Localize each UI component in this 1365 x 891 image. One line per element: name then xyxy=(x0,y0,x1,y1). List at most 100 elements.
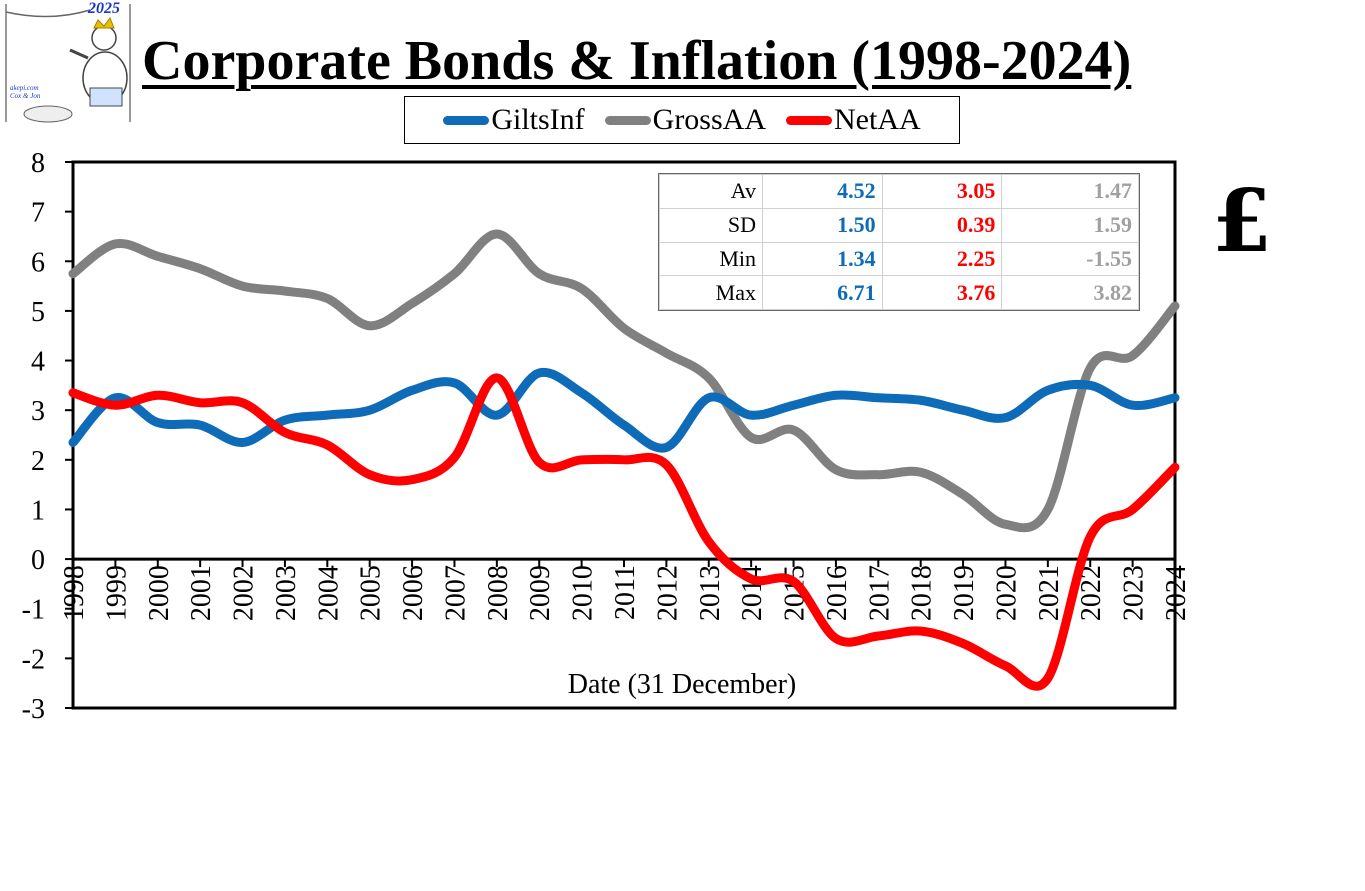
data-point-grossaa xyxy=(920,472,921,473)
data-point-grossaa xyxy=(708,377,709,378)
data-point-netaa xyxy=(920,631,921,632)
stats-giltsinf: 4.52 xyxy=(762,174,883,209)
stats-row-min: Min 1.34 2.25 -1.55 xyxy=(659,241,1139,277)
x-tick-label: 2023 xyxy=(1119,565,1150,621)
data-point-giltsinf xyxy=(200,425,201,426)
stats-giltsinf: 1.50 xyxy=(762,207,883,243)
logo-authors: Cox & Jon xyxy=(10,92,41,100)
data-point-giltsinf xyxy=(73,442,74,443)
y-tick-label: 4 xyxy=(31,347,45,378)
pound-sign-icon: £ xyxy=(1212,171,1272,272)
y-tick-label: 7 xyxy=(31,198,45,229)
data-point-netaa xyxy=(412,479,413,480)
data-point-giltsinf xyxy=(751,415,752,416)
data-point-grossaa xyxy=(327,298,328,299)
data-point-giltsinf xyxy=(708,397,709,398)
data-point-grossaa xyxy=(1132,355,1133,356)
legend-item-grossaa: GrossAA xyxy=(604,103,766,137)
data-point-grossaa xyxy=(666,353,667,354)
data-point-grossaa xyxy=(200,268,201,269)
x-tick-label: 2020 xyxy=(991,565,1022,621)
data-point-grossaa xyxy=(963,494,964,495)
x-tick-label: 2000 xyxy=(144,565,175,621)
x-tick-label: 2010 xyxy=(568,565,599,621)
logo-year: 2025 xyxy=(88,0,120,17)
y-tick-label: 3 xyxy=(31,396,45,427)
x-tick-label: 2005 xyxy=(356,565,387,621)
data-point-grossaa xyxy=(878,474,879,475)
data-point-grossaa xyxy=(1175,305,1176,306)
legend-label-netaa: NetAA xyxy=(834,103,921,136)
x-tick-label: 2006 xyxy=(398,565,429,621)
data-point-netaa xyxy=(539,462,540,463)
data-point-giltsinf xyxy=(581,392,582,393)
data-point-netaa xyxy=(793,581,794,582)
y-tick-label: 5 xyxy=(31,297,45,328)
data-point-grossaa xyxy=(624,328,625,329)
data-point-netaa xyxy=(624,459,625,460)
data-point-netaa xyxy=(1005,665,1006,666)
data-point-giltsinf xyxy=(284,420,285,421)
data-point-grossaa xyxy=(412,303,413,304)
data-point-grossaa xyxy=(1047,509,1048,510)
data-point-giltsinf xyxy=(1005,417,1006,418)
stats-grossaa: -1.55 xyxy=(1001,241,1139,277)
stats-label: SD xyxy=(659,207,763,243)
data-point-netaa xyxy=(751,578,752,579)
stats-netaa: 0.39 xyxy=(881,207,1003,243)
y-tick-label: -2 xyxy=(22,644,45,675)
data-point-netaa xyxy=(581,459,582,460)
series-line-grossaa xyxy=(68,229,1180,533)
x-axis: 1998 1999 2000 2001 2002 2003 2004 2005 2006 2007… xyxy=(59,557,1192,621)
series-layer xyxy=(68,229,1180,691)
x-tick-label: 2013 xyxy=(695,565,726,621)
data-point-giltsinf xyxy=(1090,385,1091,386)
legend-item-netaa: NetAA xyxy=(786,103,921,137)
data-point-netaa xyxy=(200,402,201,403)
data-point-grossaa xyxy=(454,273,455,274)
data-point-grossaa xyxy=(835,469,836,470)
data-point-grossaa xyxy=(581,288,582,289)
data-point-giltsinf xyxy=(242,442,243,443)
data-point-grossaa xyxy=(73,273,74,274)
stats-giltsinf: 1.34 xyxy=(762,241,883,277)
data-point-giltsinf xyxy=(115,397,116,398)
data-point-giltsinf xyxy=(369,410,370,411)
legend-label-giltsinf: GiltsInf xyxy=(491,103,585,136)
data-point-netaa xyxy=(666,464,667,465)
x-tick-label: 2016 xyxy=(822,565,853,621)
data-point-netaa xyxy=(327,444,328,445)
x-tick-label: 2024 xyxy=(1161,565,1192,621)
legend-swatch-grossaa xyxy=(604,115,651,125)
data-point-grossaa xyxy=(1005,524,1006,525)
x-tick-label: 1998 xyxy=(59,565,90,621)
y-tick-label: -3 xyxy=(22,694,45,725)
data-point-giltsinf xyxy=(624,425,625,426)
data-point-grossaa xyxy=(496,233,497,234)
data-point-giltsinf xyxy=(1047,390,1048,391)
data-point-netaa xyxy=(454,457,455,458)
data-point-netaa xyxy=(1132,509,1133,510)
data-point-giltsinf xyxy=(496,415,497,416)
x-tick-label: 2004 xyxy=(313,565,344,621)
data-point-giltsinf xyxy=(963,410,964,411)
data-point-grossaa xyxy=(751,437,752,438)
x-tick-label: 2011 xyxy=(610,565,641,620)
data-point-giltsinf xyxy=(920,400,921,401)
data-point-netaa xyxy=(73,392,74,393)
logo: 2025 akepi.com Cox & Jon xyxy=(0,0,136,128)
data-point-grossaa xyxy=(539,273,540,274)
data-point-grossaa xyxy=(284,291,285,292)
stats-label: Av xyxy=(659,174,763,209)
data-point-giltsinf xyxy=(412,390,413,391)
legend-swatch-netaa xyxy=(786,115,832,125)
stats-netaa: 2.25 xyxy=(881,241,1003,277)
cartoon-man-icon xyxy=(5,4,131,123)
x-axis-label: Date (31 December) xyxy=(568,669,797,700)
data-point-netaa xyxy=(115,405,116,406)
data-point-netaa xyxy=(963,643,964,644)
data-point-giltsinf xyxy=(454,382,455,383)
logo-site: akepi.com xyxy=(10,84,39,92)
data-point-giltsinf xyxy=(793,405,794,406)
data-point-giltsinf xyxy=(1175,397,1176,398)
